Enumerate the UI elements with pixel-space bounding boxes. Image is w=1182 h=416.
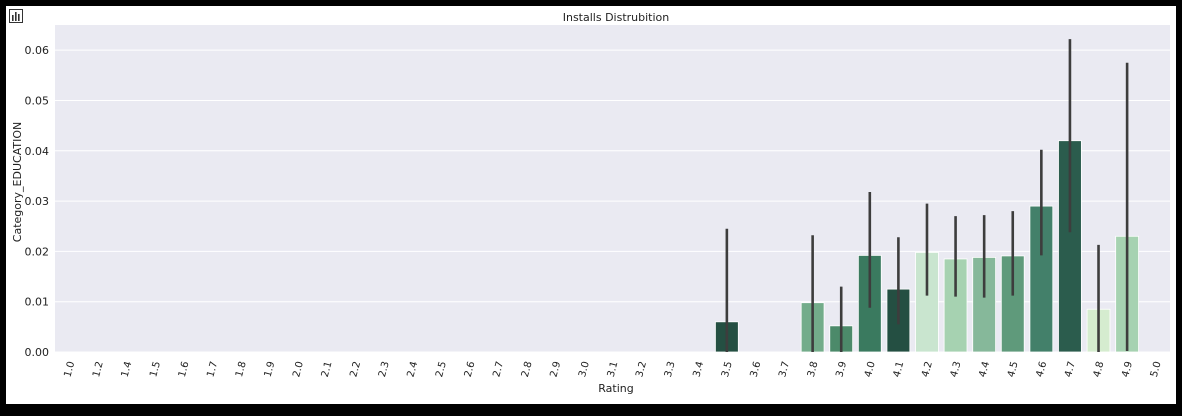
x-tick-label: 1.0 [63, 360, 78, 378]
x-tick-label: 3.5 [720, 360, 735, 378]
x-tick-label: 3.7 [777, 360, 792, 378]
x-axis-label: Rating [598, 382, 633, 395]
bar-chart-icon[interactable] [9, 9, 23, 23]
y-tick-label: 0.00 [25, 346, 50, 359]
y-tick-label: 0.06 [25, 44, 50, 57]
x-tick-label: 1.9 [263, 360, 278, 378]
installs-bar-chart: 0.000.010.020.030.040.050.06 1.0 1.2 1.4 1.… [11, 11, 1170, 395]
x-tick-label: 1.2 [91, 360, 106, 378]
x-tick-label: 2.3 [377, 360, 392, 378]
x-tick-label: 3.4 [691, 360, 706, 378]
x-tick-label: 2.2 [348, 360, 363, 378]
x-tick-label: 2.5 [434, 360, 449, 378]
x-tick-label: 3.1 [606, 360, 621, 378]
y-tick-label: 0.04 [25, 145, 50, 158]
x-tick-label: 3.8 [806, 360, 821, 378]
x-tick-label: 2.4 [406, 360, 421, 378]
x-tick-labels: 1.0 1.2 1.4 1.5 1.6 1.7 1.8 1.9 2.0 2.1 2.2 2.3 2.4 2… [63, 360, 1164, 378]
y-tick-label: 0.02 [25, 245, 50, 258]
x-tick-label: 2.8 [520, 360, 535, 378]
x-tick-label: 4.0 [863, 360, 878, 378]
x-tick-label: 4.9 [1120, 360, 1135, 378]
x-tick-label: 1.7 [205, 360, 220, 378]
x-tick-label: 3.6 [749, 360, 764, 378]
x-tick-label: 4.3 [949, 360, 964, 378]
x-tick-label: 3.9 [834, 360, 849, 378]
x-tick-label: 2.7 [491, 360, 506, 378]
x-tick-label: 3.2 [634, 360, 649, 378]
x-tick-label: 2.6 [463, 360, 478, 378]
x-tick-label: 2.0 [291, 360, 306, 378]
y-tick-label: 0.05 [25, 94, 50, 107]
x-tick-label: 4.4 [977, 360, 992, 378]
x-tick-label: 3.3 [663, 360, 678, 378]
x-tick-label: 4.7 [1063, 360, 1078, 378]
x-tick-label: 2.9 [549, 360, 564, 378]
x-tick-label: 5.0 [1149, 360, 1164, 378]
x-tick-label: 4.1 [892, 360, 907, 378]
y-tick-label: 0.03 [25, 195, 50, 208]
x-tick-label: 4.2 [920, 360, 935, 378]
y-tick-label: 0.01 [25, 296, 50, 309]
x-tick-label: 1.8 [234, 360, 249, 378]
x-tick-label: 2.1 [320, 360, 335, 378]
chart-title: Installs Distrubition [563, 11, 670, 24]
y-axis-label: Category_EDUCATION [11, 122, 24, 242]
x-tick-label: 4.8 [1092, 360, 1107, 378]
x-tick-label: 1.4 [120, 360, 135, 378]
x-tick-label: 4.6 [1035, 360, 1050, 378]
chart-frame: 0.00 0.01 0.02 0.03 0.04 0.05 0.06 1.0 1.2 1.4 1.… [6, 6, 1176, 404]
x-tick-label: 3.0 [577, 360, 592, 378]
x-tick-label: 1.5 [148, 360, 163, 378]
x-tick-label: 4.5 [1006, 360, 1021, 378]
x-tick-label: 1.6 [177, 360, 192, 378]
y-tick-labels: 0.00 0.01 0.02 0.03 0.04 0.05 0.06 [25, 44, 50, 359]
error-bars [725, 39, 1129, 352]
